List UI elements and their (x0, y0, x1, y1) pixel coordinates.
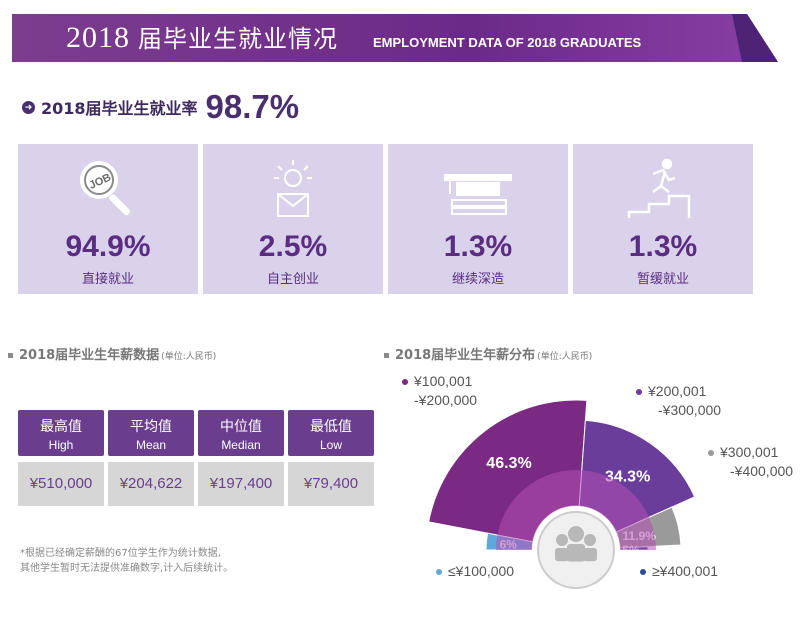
salary-value-high: ¥510,000 (18, 462, 104, 506)
footnote-line: *根据已经确定薪酬的67位学生作为统计数据, (20, 548, 221, 559)
salary-value-mean: ¥204,622 (108, 462, 194, 506)
header-en: High (48, 438, 74, 452)
header-cn: 平均值 (130, 419, 172, 435)
salary-header-high: 最高值 High (18, 410, 104, 456)
card-direct-employment: JOB 94.9% 直接就业 (18, 144, 198, 294)
salary-title-text: 2018届毕业生年薪数据 (19, 348, 160, 363)
legend-dot (436, 569, 442, 576)
salary-header-mean: 平均值 Mean (108, 410, 194, 456)
salary-section-title: 2018届毕业生年薪数据 (单位:人民币) (8, 344, 216, 363)
legend-label-2: -¥300,000 (658, 402, 722, 418)
square-bullet-icon (8, 353, 13, 358)
legend-item-300k-400k: ¥300,001 -¥400,000 (708, 443, 793, 481)
card-label: 直接就业 (81, 272, 134, 287)
employment-rate-value: 98.7% (205, 88, 300, 125)
card-deferred-employment: 1.3% 暂缓就业 (573, 144, 753, 294)
legend-item-200k-300k: ¥200,001 -¥300,000 (636, 382, 721, 420)
group-people-icon (555, 526, 597, 562)
legend-item-ge-400k: ≥¥400,001 (640, 562, 718, 581)
legend-label: ¥200,001 (648, 383, 707, 399)
header-cn: 最高值 (40, 419, 82, 435)
salary-header-median: 中位值 Median (198, 410, 284, 456)
card-label: 自主创业 (266, 272, 319, 287)
salary-unit: (单位:人民币) (161, 352, 217, 362)
title-en: EMPLOYMENT DATA OF 2018 GRADUATES (373, 35, 642, 50)
header-en: Mean (135, 438, 167, 452)
legend-dot (636, 389, 642, 396)
legend-label: ¥100,001 (414, 373, 473, 389)
card-label: 继续深造 (451, 272, 504, 287)
footnote: *根据已经确定薪酬的67位学生作为统计数据, 其他学生暂时无法提供准确数字,计入… (20, 546, 233, 576)
legend-dot (708, 450, 714, 457)
header-cn: 最低值 (310, 419, 352, 435)
page-title: 2018 届毕业生就业情况 (66, 19, 338, 55)
title-cn: 届毕业生就业情况 (138, 25, 338, 53)
salary-distribution-chart: 6%46.3%34.3%11.9%1.5% (428, 399, 696, 589)
header-en: Low (319, 438, 342, 452)
card-self-employment: 2.5% 自主创业 (203, 144, 383, 294)
distribution-title-text: 2018届毕业生年薪分布 (395, 348, 536, 363)
graduation-cap-icon (444, 174, 512, 215)
employment-rate-label: 2018届毕业生就业率 (41, 99, 198, 118)
salary-header-low: 最低值 Low (288, 410, 374, 456)
legend-item-le-100k: ≤¥100,000 (436, 562, 514, 581)
card-further-study: 1.3% 继续深造 (388, 144, 568, 294)
legend-label: ¥300,001 (720, 444, 779, 460)
banner-shape (12, 14, 778, 62)
job-search-icon: JOB (80, 161, 131, 216)
legend-label-2: -¥400,000 (730, 463, 794, 479)
card-value: 1.3% (443, 230, 513, 263)
square-bullet-icon (384, 353, 389, 358)
employment-rate-row: ➜ 2018届毕业生就业率 98.7% (22, 88, 299, 126)
legend-dot (640, 569, 646, 576)
legend-dot (402, 379, 408, 386)
card-value: 94.9% (65, 230, 151, 263)
card-value: 1.3% (628, 230, 698, 263)
legend-label-2: -¥200,000 (414, 392, 478, 408)
distribution-unit: (单位:人民币) (537, 352, 593, 362)
salary-value-low: ¥79,400 (288, 462, 374, 506)
legend-label: ≤¥100,000 (448, 563, 515, 579)
slice-value-label: 46.3% (486, 455, 531, 472)
distribution-section-title: 2018届毕业生年薪分布 (单位:人民币) (384, 344, 592, 363)
header-en: Median (221, 438, 261, 452)
legend-label: ≥¥400,001 (652, 563, 719, 579)
legend-item-100k-200k: ¥100,001 -¥200,000 (402, 372, 477, 410)
arrow-right-icon: ➜ (22, 100, 35, 114)
card-label: 暂缓就业 (636, 272, 689, 287)
lightbulb-person-icon (274, 160, 312, 217)
inner-ring (496, 470, 656, 550)
title-year: 2018 (66, 21, 130, 54)
stairs-runner-icon (627, 158, 691, 218)
card-value: 2.5% (258, 230, 328, 263)
header-cn: 中位值 (220, 419, 262, 435)
header-banner: 2018 届毕业生就业情况 EMPLOYMENT DATA OF 2018 GRA… (12, 10, 778, 62)
salary-value-median: ¥197,400 (198, 462, 284, 506)
footnote-line: 其他学生暂时无法提供准确数字,计入后续统计。 (20, 563, 234, 574)
